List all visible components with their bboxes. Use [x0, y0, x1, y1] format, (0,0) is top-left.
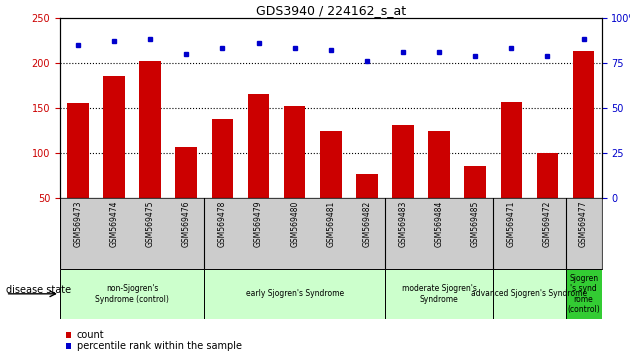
Bar [212, 119, 233, 244]
Text: GSM569471: GSM569471 [507, 200, 516, 247]
Text: GSM569477: GSM569477 [579, 200, 588, 247]
Title: GDS3940 / 224162_s_at: GDS3940 / 224162_s_at [256, 4, 406, 17]
Text: non-Sjogren's
Syndrome (control): non-Sjogren's Syndrome (control) [95, 284, 169, 303]
Text: count: count [77, 330, 105, 340]
Text: GSM569472: GSM569472 [543, 200, 552, 247]
Text: GSM569478: GSM569478 [218, 200, 227, 247]
Bar [103, 76, 125, 244]
Bar [320, 131, 341, 244]
Bar [248, 95, 270, 244]
Bar [493, 269, 566, 319]
Text: GSM569475: GSM569475 [146, 200, 154, 247]
Bar [284, 106, 306, 244]
Bar [392, 125, 414, 244]
Bar [428, 131, 450, 244]
Text: GSM569474: GSM569474 [110, 200, 118, 247]
Text: early Sjogren's Syndrome: early Sjogren's Syndrome [246, 289, 344, 298]
Bar [175, 147, 197, 244]
Bar [537, 153, 558, 244]
Text: GSM569481: GSM569481 [326, 200, 335, 247]
Text: advanced Sjogren's Syndrome: advanced Sjogren's Syndrome [471, 289, 587, 298]
Text: GSM569485: GSM569485 [471, 200, 479, 247]
Bar [464, 166, 486, 244]
Text: Sjogren
's synd
rome
(control): Sjogren 's synd rome (control) [567, 274, 600, 314]
Bar [67, 103, 89, 244]
Text: GSM569482: GSM569482 [362, 200, 371, 247]
Text: GSM569473: GSM569473 [74, 200, 83, 247]
Text: GSM569476: GSM569476 [182, 200, 191, 247]
Bar [60, 269, 204, 319]
Bar [204, 269, 385, 319]
Text: GSM569484: GSM569484 [435, 200, 444, 247]
Bar [139, 61, 161, 244]
Bar [500, 102, 522, 244]
Text: percentile rank within the sample: percentile rank within the sample [77, 341, 242, 351]
Bar [356, 174, 378, 244]
Bar [566, 269, 602, 319]
Text: moderate Sjogren's
Syndrome: moderate Sjogren's Syndrome [402, 284, 476, 303]
Text: disease state: disease state [6, 285, 71, 295]
Text: GSM569483: GSM569483 [399, 200, 408, 247]
Bar [573, 51, 595, 244]
Bar [385, 269, 493, 319]
Text: GSM569479: GSM569479 [254, 200, 263, 247]
Text: GSM569480: GSM569480 [290, 200, 299, 247]
